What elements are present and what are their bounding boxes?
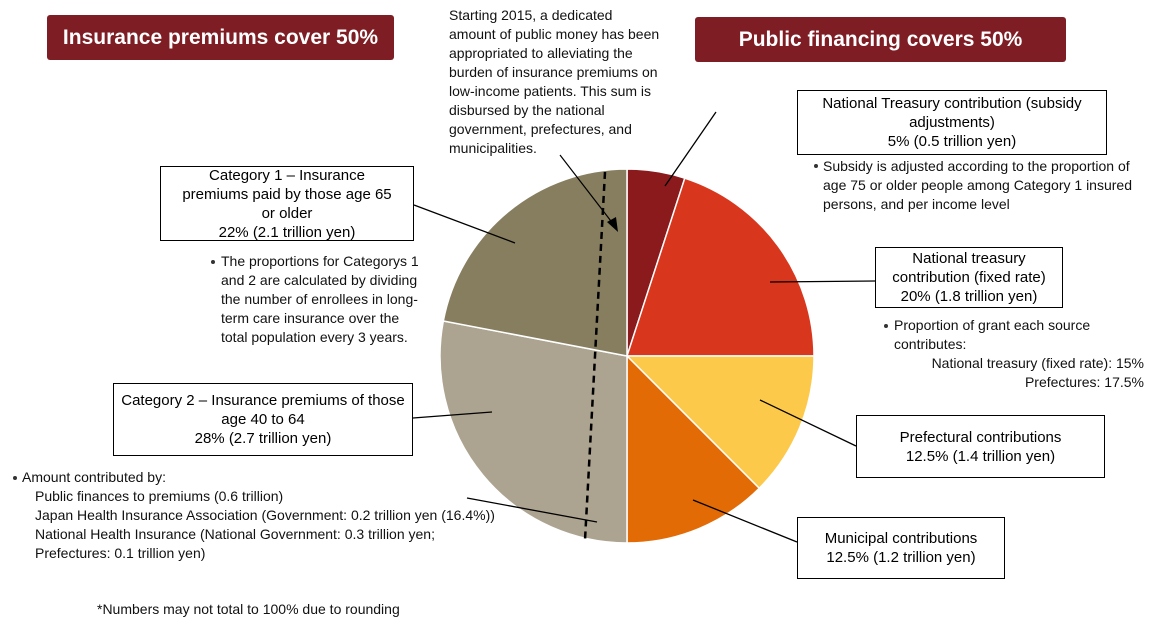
note-line: the number of enrollees in long- (221, 291, 418, 307)
note-line: persons, and per income level (823, 196, 1010, 212)
dashed-divider (583, 171, 607, 541)
bullet (211, 260, 215, 264)
leader-line (413, 204, 516, 244)
bullets (13, 164, 888, 480)
arrow-line (559, 154, 615, 226)
note-line: National treasury (fixed rate): 15% (931, 355, 1144, 371)
slice-label: National Treasury contribution (subsidy … (822, 95, 1082, 131)
slice-value-label: 20% (1.8 trillion yen) (900, 288, 1038, 305)
note-line: Japan Health Insurance Association (Gove… (35, 507, 495, 523)
note-line: Subsidy is adjusted according to the pro… (823, 158, 1130, 174)
leader-line (759, 399, 857, 447)
pie (439, 168, 815, 544)
note-line: burden of insurance premiums on (449, 64, 658, 80)
bullet (814, 164, 818, 168)
slice-label: Category 2 – Insurance premiums of those… (121, 392, 405, 428)
note-line: Proportion of grant each source (894, 317, 1091, 333)
slice-value-label: 12.5% (1.4 trillion yen) (905, 447, 1056, 465)
leader-line (769, 280, 876, 283)
note-line: Starting 2015, a dedicated (449, 7, 613, 23)
slice-value-label: 12.5% (1.2 trillion yen) (826, 549, 976, 566)
leader-line (692, 499, 798, 543)
footnote: *Numbers may not total to 100% due to ro… (97, 601, 400, 617)
note-line: appropriated to alleviating the (449, 45, 633, 61)
pie-slice (439, 320, 628, 544)
note-line: and 2 are calculated by dividing (221, 272, 418, 288)
note-line: low-income patients. This sum is (449, 83, 652, 99)
label-box: Category 1 – Insurance premiums paid by … (160, 166, 414, 241)
note-line: contributes: (894, 336, 967, 352)
slice-value-label: 28% (2.7 trillion yen) (194, 430, 332, 447)
note-line: Amount contributed by: (22, 469, 166, 485)
note-line: amount of public money has been (449, 26, 660, 42)
leader-line (412, 411, 493, 419)
pie-slice (626, 354, 761, 544)
label-box: Prefectural contributions 12.5% (1.4 tril… (856, 415, 1105, 478)
slice-value-label: 22% (2.1 trillion yen) (218, 223, 356, 241)
leader-lines (412, 111, 876, 543)
bullet (13, 476, 17, 480)
note: Amount contributed by: Public finances to… (9, 468, 495, 563)
slice-value-label: 5% (0.5 trillion yen) (887, 133, 1017, 150)
label-box: National Treasury contribution (subsidy … (797, 90, 1107, 155)
note-line: government, prefectures, and (449, 121, 632, 137)
note: The proportions for Categorys 1 and 2 are… (221, 252, 419, 347)
leader-line (466, 497, 598, 523)
note-line: National Health Insurance (National Gove… (35, 526, 435, 542)
note-line: total population every 3 years. (221, 329, 408, 345)
slice-label: National treasury contribution (fixed ra… (892, 250, 1046, 286)
note-line: The proportions for Categorys 1 (221, 253, 419, 269)
note-line: age 75 or older people among Category 1 … (823, 177, 1132, 193)
label-box: Category 2 – Insurance premiums of those… (113, 383, 413, 456)
note: Proportion of grant each source contribut… (894, 316, 1144, 392)
note-line: Prefectures: 17.5% (1024, 374, 1144, 390)
arrow-head (607, 217, 618, 232)
pie-slice (442, 168, 628, 357)
label-box: National treasury contribution (fixed ra… (875, 247, 1063, 308)
header-banner: Insurance premiums cover 50% (47, 15, 394, 60)
label-box: Municipal contributions 12.5% (1.2 trilli… (797, 517, 1005, 579)
note-line: municipalities. (449, 140, 537, 156)
note: Subsidy is adjusted according to the pro… (823, 157, 1132, 214)
slice-label: Municipal contributions (824, 530, 978, 547)
slice-label: Category 1 – Insurance premiums paid by … (182, 166, 392, 222)
slice-label: Prefectural contributions (899, 428, 1062, 446)
bullet (884, 324, 888, 328)
note-line: disbursed by the national (449, 102, 605, 118)
note-line: Public finances to premiums (0.6 trillio… (35, 488, 284, 504)
leader-line (664, 111, 717, 187)
pie-slice (625, 177, 815, 357)
header-banner: Public financing covers 50% (695, 17, 1066, 62)
note-line: Prefectures: 0.1 trillion yen) (35, 545, 206, 561)
note-line: term care insurance over the (221, 310, 400, 326)
pie-slice (625, 355, 815, 490)
note: Starting 2015, a dedicated amount of publ… (449, 6, 659, 158)
